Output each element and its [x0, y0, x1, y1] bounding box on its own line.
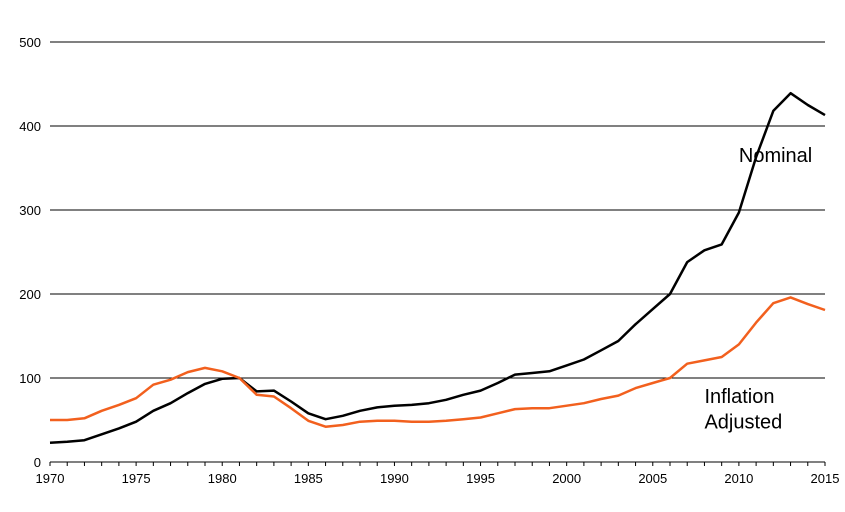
annotation-1: Inflation: [704, 386, 774, 408]
series-lines: [49, 91, 826, 444]
x-tick-label: 1975: [122, 471, 151, 486]
y-tick-label: 0: [34, 455, 41, 470]
x-tick-label: 1980: [208, 471, 237, 486]
annotation-2: Adjusted: [704, 411, 782, 433]
series-line-nominal: [49, 91, 826, 444]
annotations: Nominal Inflation Adjusted: [704, 145, 812, 433]
y-axis-tick-labels: 0 100 200 300 400 500: [19, 35, 41, 470]
y-tick-label: 500: [19, 35, 41, 50]
gridlines: [50, 41, 825, 379]
annotation-0: Nominal: [739, 145, 812, 167]
x-tick-label: 2000: [552, 471, 581, 486]
y-tick-label: 400: [19, 119, 41, 134]
y-tick-label: 100: [19, 371, 41, 386]
x-tick-label: 2010: [724, 471, 753, 486]
series-line-inflation-adjusted: [50, 296, 826, 428]
x-tick-label: 1970: [36, 471, 65, 486]
x-tick-label: 1995: [466, 471, 495, 486]
x-tick-label: 1985: [294, 471, 323, 486]
y-tick-label: 300: [19, 203, 41, 218]
x-axis: 1970 1975 1980 1985 1990 1995 2000 2005 2010 2015: [36, 461, 840, 486]
x-tick-label: 2015: [811, 471, 840, 486]
x-tick-label: 1990: [380, 471, 409, 486]
x-tick-label: 2005: [638, 471, 667, 486]
y-tick-label: 200: [19, 287, 41, 302]
